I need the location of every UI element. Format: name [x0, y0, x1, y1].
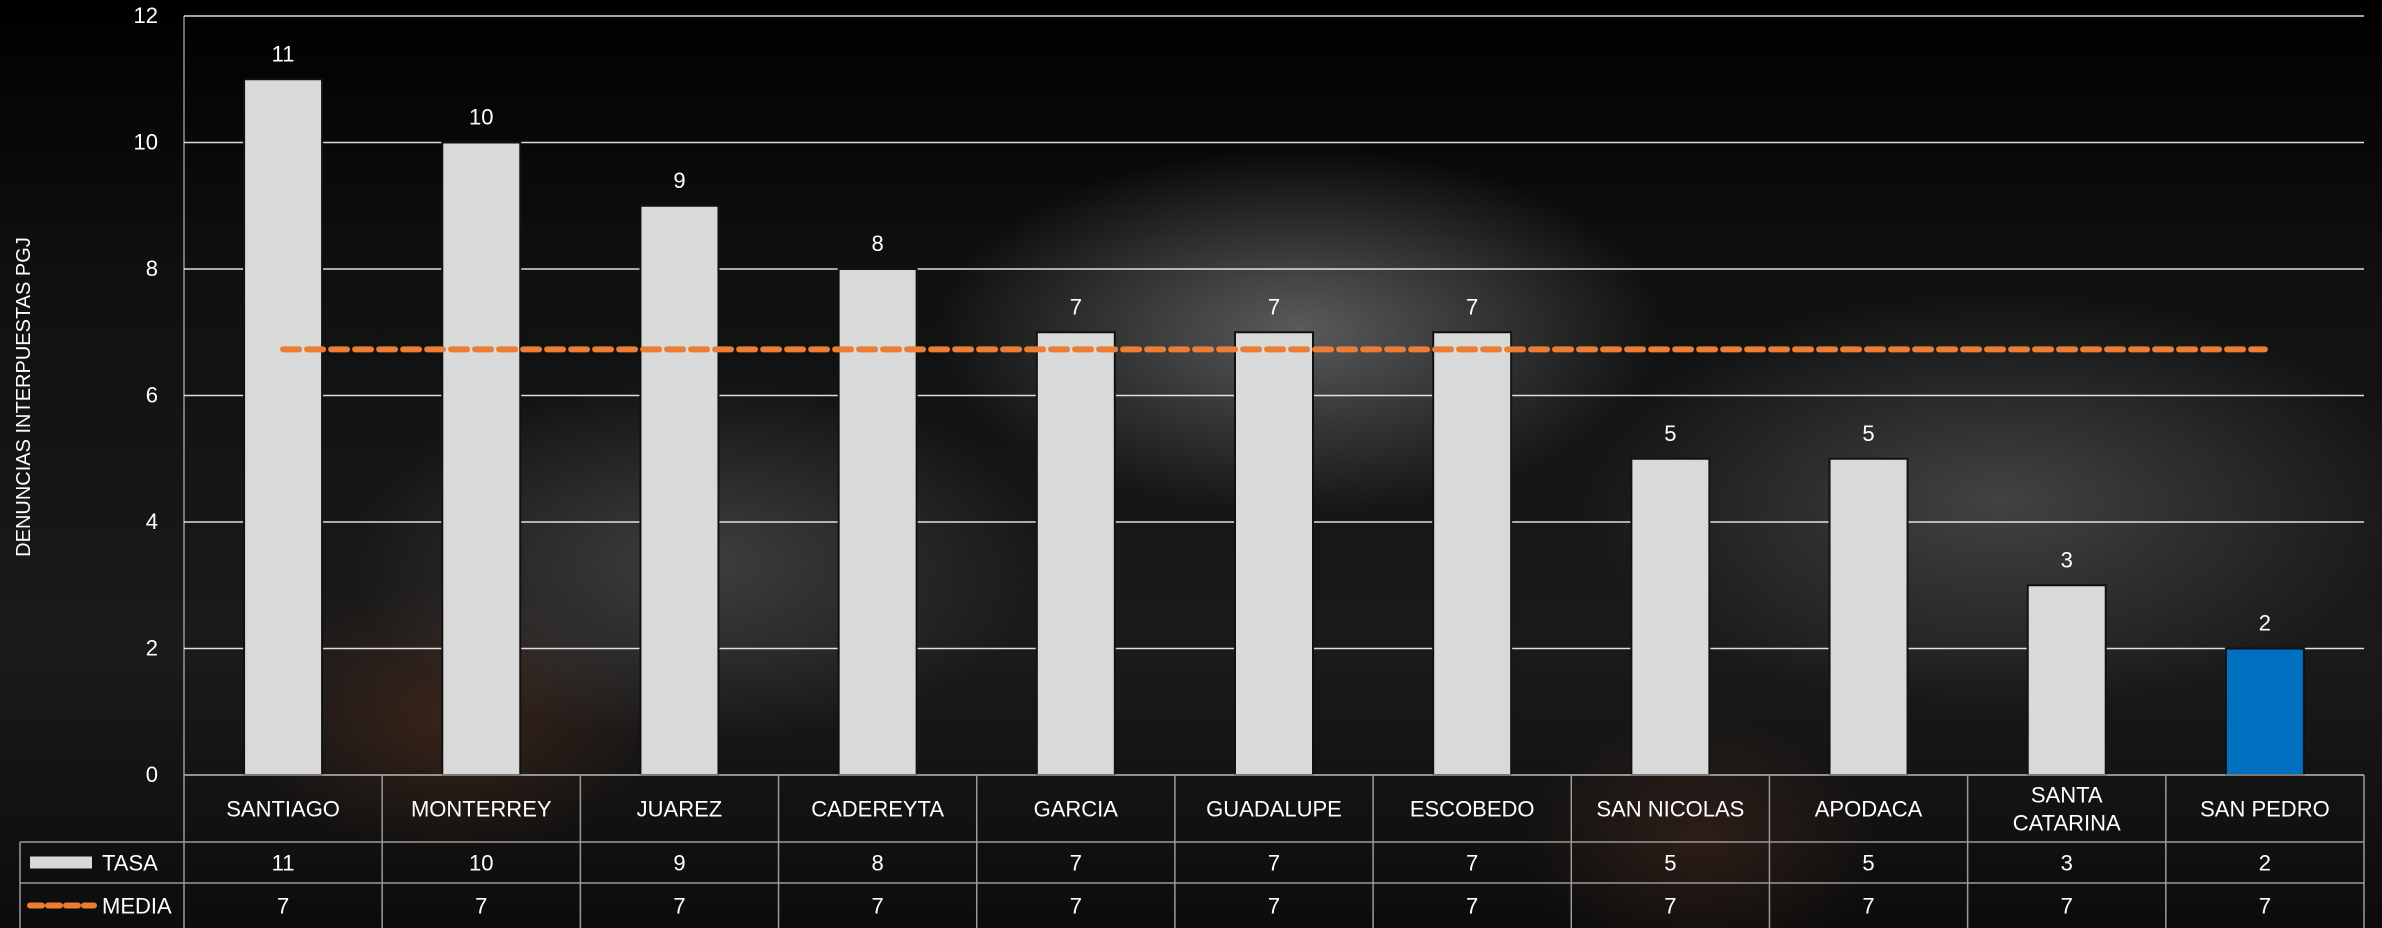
bar-value-label: 7: [1466, 294, 1478, 319]
category-label: SANTA: [2031, 783, 2103, 808]
category-label: CATARINA: [2013, 811, 2121, 836]
bar-value-label: 5: [1664, 421, 1676, 446]
y-tick-label: 2: [146, 636, 158, 661]
bar: [441, 141, 522, 776]
bar-value-label: 7: [1268, 294, 1280, 319]
table-value: 7: [475, 894, 487, 919]
table-value: 8: [872, 851, 884, 876]
table-value: 7: [1664, 894, 1676, 919]
bar-value-label: 11: [272, 41, 295, 66]
table-value: 9: [673, 851, 685, 876]
category-label: APODACA: [1815, 797, 1923, 822]
table-value: 7: [1070, 851, 1082, 876]
bar: [1630, 457, 1711, 776]
table-value: 7: [1268, 894, 1280, 919]
legend-key-tasa: [30, 856, 92, 869]
bar: [2026, 584, 2107, 776]
bar-value-label: 2: [2259, 611, 2271, 636]
category-label: JUAREZ: [637, 797, 723, 822]
table-value: 7: [673, 894, 685, 919]
table-value: 10: [469, 851, 493, 876]
table-value: 7: [1862, 894, 1874, 919]
table-value: 7: [1466, 894, 1478, 919]
table-value: 7: [1268, 851, 1280, 876]
category-label: MONTERREY: [411, 797, 552, 822]
category-label: CADEREYTA: [811, 797, 944, 822]
bar-value-label: 3: [2061, 547, 2073, 572]
table-value: 7: [277, 894, 289, 919]
category-label: SAN PEDRO: [2200, 797, 2330, 822]
y-tick-label: 12: [134, 3, 158, 28]
bar: [1828, 457, 1909, 776]
y-tick-label: 6: [146, 383, 158, 408]
y-tick-label: 0: [146, 762, 158, 787]
category-label: SANTIAGO: [226, 797, 340, 822]
table-value: 7: [2259, 894, 2271, 919]
y-axis-label: DENUNCIAS INTERPUESTAS PGJ: [13, 237, 35, 557]
category-label: ESCOBEDO: [1410, 797, 1535, 822]
bar: [243, 78, 324, 776]
bar-value-label: 10: [469, 105, 493, 130]
bar: [1234, 331, 1314, 776]
bar: [837, 268, 918, 776]
bar-value-label: 8: [872, 231, 884, 256]
category-label: SAN NICOLAS: [1596, 797, 1744, 822]
bar: [2224, 647, 2305, 776]
bar: [639, 204, 720, 776]
table-value: 2: [2259, 851, 2271, 876]
table-value: 7: [1466, 851, 1478, 876]
table-value: 7: [2061, 894, 2073, 919]
table-value: 5: [1862, 851, 1874, 876]
category-label: GARCIA: [1034, 797, 1119, 822]
table-value: 7: [1070, 894, 1082, 919]
bar-value-label: 5: [1862, 421, 1874, 446]
y-tick-label: 4: [146, 509, 158, 534]
y-tick-label: 8: [146, 256, 158, 281]
bar-value-label: 9: [673, 168, 685, 193]
bar: [1035, 331, 1116, 776]
table-value: 7: [872, 894, 884, 919]
bar-value-label: 7: [1070, 294, 1082, 319]
table-value: 11: [272, 851, 295, 876]
y-tick-label: 10: [134, 130, 158, 155]
bar: [1432, 331, 1513, 776]
legend-label: MEDIA: [102, 894, 172, 919]
legend-label: TASA: [102, 851, 158, 876]
table-value: 5: [1664, 851, 1676, 876]
category-label: GUADALUPE: [1206, 797, 1342, 822]
table-value: 3: [2061, 851, 2073, 876]
